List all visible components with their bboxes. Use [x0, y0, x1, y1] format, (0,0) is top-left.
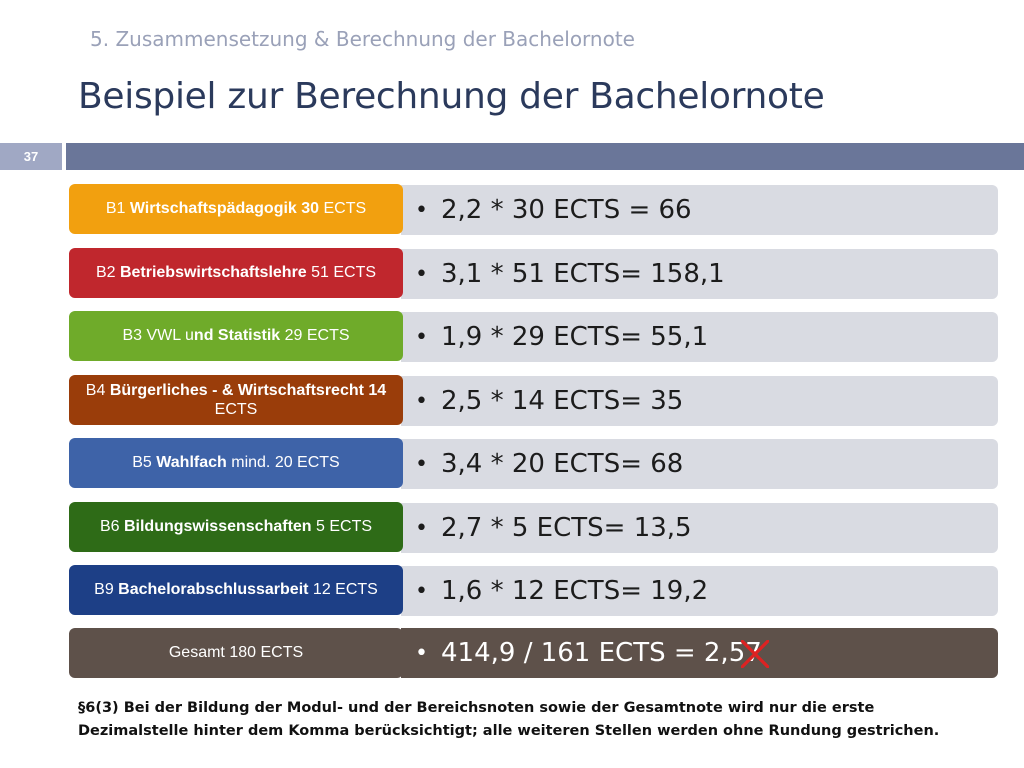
module-label-3: B3 VWL und Statistik 29 ECTS: [69, 311, 403, 361]
module-label-1: B1 Wirtschaftspädagogik 30 ECTS: [69, 184, 403, 234]
module-label-text: B6 Bildungswissenschaften 5 ECTS: [99, 518, 373, 536]
calc-text: 2,5 * 14 ECTS= 35: [441, 386, 684, 416]
total-calculation: • 414,9 / 161 ECTS = 2,5 7: [401, 628, 998, 678]
module-calculation-2: • 3,1 * 51 ECTS= 158,1: [401, 249, 998, 299]
footnote: §6(3) Bei der Bildung der Modul- und der…: [78, 700, 940, 740]
calc-text: 3,1 * 51 ECTS= 158,1: [441, 259, 725, 289]
module-label-text: B2 Betriebswirtschaftslehre 51 ECTS: [95, 264, 377, 282]
module-label-5: B5 Wahlfach mind. 20 ECTS: [69, 438, 403, 488]
module-label-7: B9 Bachelorabschlussarbeit 12 ECTS: [69, 565, 403, 615]
calc-text: 2,7 * 5 ECTS= 13,5: [441, 513, 692, 543]
calc-text: 2,2 * 30 ECTS = 66: [441, 195, 692, 225]
module-label-text: B1 Wirtschaftspädagogik 30 ECTS: [105, 200, 367, 218]
slide-title: Beispiel zur Berechnung der Bachelornote: [78, 76, 825, 117]
bullet-icon: •: [415, 261, 428, 287]
bullet-icon: •: [415, 578, 428, 604]
module-label-text: B3 VWL und Statistik 29 ECTS: [122, 327, 350, 345]
module-calculation-7: • 1,6 * 12 ECTS= 19,2: [401, 566, 998, 616]
module-calculation-6: • 2,7 * 5 ECTS= 13,5: [401, 503, 998, 553]
bullet-icon: •: [415, 197, 428, 223]
module-label-text: B9 Bachelorabschlussarbeit 12 ECTS: [94, 581, 378, 599]
bullet-icon: •: [415, 640, 428, 666]
module-label-text: B5 Wahlfach mind. 20 ECTS: [132, 454, 340, 472]
module-calculation-4: • 2,5 * 14 ECTS= 35: [401, 376, 998, 426]
total-label: Gesamt 180 ECTS: [69, 628, 403, 678]
bullet-icon: •: [415, 451, 428, 477]
calc-text: 1,9 * 29 ECTS= 55,1: [441, 322, 709, 352]
module-label-4: B4 Bürgerliches - & Wirtschaftsrecht 14 …: [69, 375, 403, 425]
struck-digit: 7: [741, 638, 769, 668]
module-label-text: B4 Bürgerliches - & Wirtschaftsrecht 14 …: [85, 381, 387, 418]
bullet-icon: •: [415, 324, 428, 350]
calc-text: 1,6 * 12 ECTS= 19,2: [441, 576, 709, 606]
module-label-6: B6 Bildungswissenschaften 5 ECTS: [69, 502, 403, 552]
bullet-icon: •: [415, 515, 428, 541]
calc-text: 3,4 * 20 ECTS= 68: [441, 449, 684, 479]
page-number-badge: 37: [0, 143, 62, 170]
module-calculation-5: • 3,4 * 20 ECTS= 68: [401, 439, 998, 489]
total-calc-text: 414,9 / 161 ECTS = 2,5: [441, 638, 746, 668]
bullet-icon: •: [415, 388, 428, 414]
module-calculation-3: • 1,9 * 29 ECTS= 55,1: [401, 312, 998, 362]
section-subtitle: 5. Zusammensetzung & Berechnung der Bach…: [90, 27, 635, 51]
module-label-2: B2 Betriebswirtschaftslehre 51 ECTS: [69, 248, 403, 298]
module-calculation-1: • 2,2 * 30 ECTS = 66: [401, 185, 998, 235]
header-divider-bar: [66, 143, 1024, 170]
